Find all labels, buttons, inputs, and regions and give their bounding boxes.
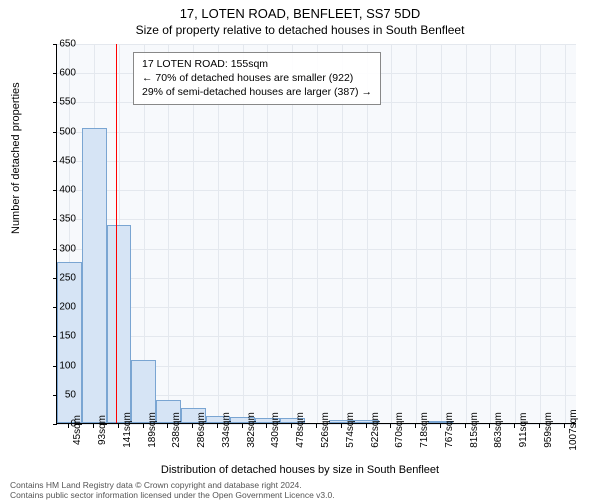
y-tick-label: 650 xyxy=(46,39,76,50)
x-tick-label: 334sqm xyxy=(221,412,232,448)
y-tick-label: 550 xyxy=(46,97,76,108)
chart-container: 17 LOTEN ROAD: 155sqm ← 70% of detached … xyxy=(56,44,576,424)
x-tick-mark xyxy=(440,424,441,428)
x-tick-label: 382sqm xyxy=(246,412,257,448)
x-tick-mark xyxy=(118,424,119,428)
x-tick-label: 189sqm xyxy=(147,412,158,448)
page-title-main: 17, LOTEN ROAD, BENFLEET, SS7 5DD xyxy=(0,0,600,21)
annotation-box: 17 LOTEN ROAD: 155sqm ← 70% of detached … xyxy=(133,52,381,105)
x-tick-mark xyxy=(242,424,243,428)
x-tick-mark xyxy=(465,424,466,428)
histogram-bar xyxy=(107,225,132,423)
x-tick-mark xyxy=(217,424,218,428)
grid-line-v xyxy=(441,44,442,423)
x-tick-label: 45sqm xyxy=(72,415,83,445)
x-tick-mark xyxy=(68,424,69,428)
footer-line-2: Contains public sector information licen… xyxy=(10,490,335,500)
x-tick-label: 959sqm xyxy=(543,412,554,448)
y-tick-label: 500 xyxy=(46,126,76,137)
x-tick-label: 478sqm xyxy=(295,412,306,448)
y-tick-label: 300 xyxy=(46,243,76,254)
grid-line-v xyxy=(391,44,392,423)
plot-area: 17 LOTEN ROAD: 155sqm ← 70% of detached … xyxy=(56,44,576,424)
x-tick-label: 670sqm xyxy=(394,412,405,448)
x-tick-mark xyxy=(489,424,490,428)
grid-line-v xyxy=(540,44,541,423)
x-tick-label: 911sqm xyxy=(518,413,529,448)
x-tick-label: 767sqm xyxy=(444,412,455,448)
x-tick-label: 718sqm xyxy=(419,412,430,448)
x-tick-mark xyxy=(366,424,367,428)
x-tick-mark xyxy=(390,424,391,428)
x-tick-mark xyxy=(514,424,515,428)
x-tick-mark xyxy=(415,424,416,428)
grid-line-v xyxy=(416,44,417,423)
x-tick-label: 238sqm xyxy=(171,412,182,448)
footer-attribution: Contains HM Land Registry data © Crown c… xyxy=(10,480,335,500)
grid-line-v xyxy=(515,44,516,423)
x-tick-mark xyxy=(93,424,94,428)
footer-line-1: Contains HM Land Registry data © Crown c… xyxy=(10,480,335,490)
y-tick-label: 150 xyxy=(46,331,76,342)
x-tick-label: 430sqm xyxy=(270,412,281,448)
x-tick-label: 526sqm xyxy=(320,412,331,448)
x-tick-label: 93sqm xyxy=(97,415,108,445)
x-tick-label: 1007sqm xyxy=(568,409,579,450)
x-tick-mark xyxy=(143,424,144,428)
annotation-line-2: ← 70% of detached houses are smaller (92… xyxy=(142,71,372,85)
annotation-line-1: 17 LOTEN ROAD: 155sqm xyxy=(142,57,372,71)
x-tick-mark xyxy=(167,424,168,428)
grid-line-v xyxy=(466,44,467,423)
histogram-bar xyxy=(82,128,107,423)
x-tick-mark xyxy=(192,424,193,428)
x-tick-mark xyxy=(266,424,267,428)
x-tick-label: 286sqm xyxy=(196,412,207,448)
x-tick-mark xyxy=(291,424,292,428)
y-tick-label: 100 xyxy=(46,360,76,371)
x-axis-label: Distribution of detached houses by size … xyxy=(0,464,600,476)
grid-line-v xyxy=(565,44,566,423)
y-tick-label: 600 xyxy=(46,68,76,79)
x-tick-label: 815sqm xyxy=(469,412,480,448)
y-tick-label: 400 xyxy=(46,185,76,196)
x-tick-mark xyxy=(316,424,317,428)
y-tick-label: 350 xyxy=(46,214,76,225)
y-axis-label: Number of detached properties xyxy=(10,82,22,234)
y-tick-label: 200 xyxy=(46,302,76,313)
marker-line xyxy=(116,44,117,423)
x-tick-mark xyxy=(539,424,540,428)
x-tick-label: 141sqm xyxy=(122,412,133,448)
grid-line-v xyxy=(490,44,491,423)
x-tick-label: 863sqm xyxy=(493,412,504,448)
y-tick-label: 250 xyxy=(46,272,76,283)
x-tick-label: 574sqm xyxy=(345,412,356,448)
annotation-line-3: 29% of semi-detached houses are larger (… xyxy=(142,85,372,99)
page-title-sub: Size of property relative to detached ho… xyxy=(0,21,600,37)
x-tick-mark xyxy=(564,424,565,428)
x-tick-mark xyxy=(341,424,342,428)
y-tick-label: 50 xyxy=(46,389,76,400)
y-tick-label: 450 xyxy=(46,155,76,166)
x-tick-label: 622sqm xyxy=(370,412,381,448)
